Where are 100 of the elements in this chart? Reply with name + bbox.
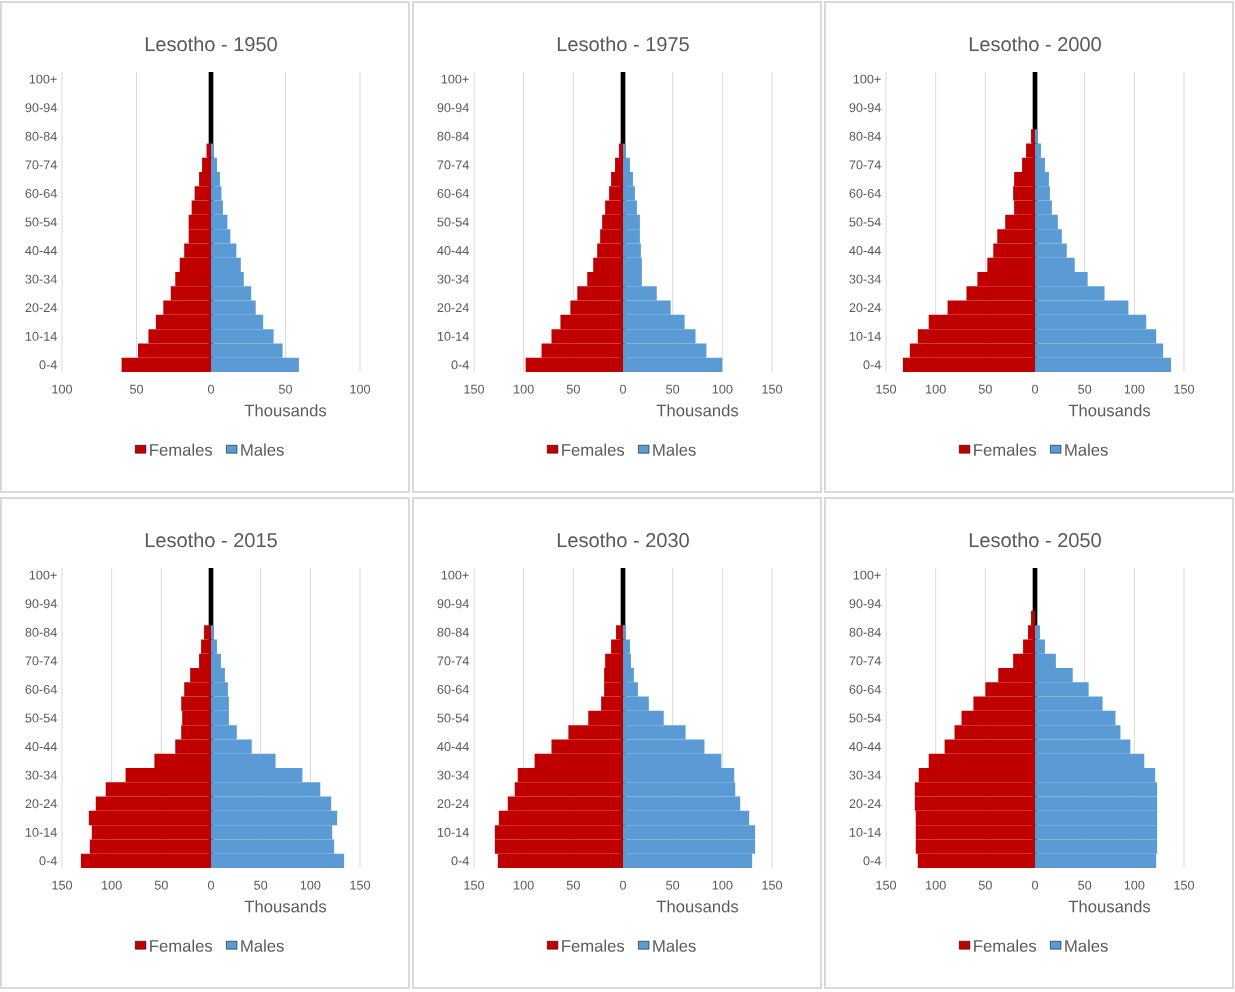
x-tick-label: 50 bbox=[1078, 384, 1092, 394]
y-tick-label: 50-54 bbox=[437, 217, 469, 227]
y-tick-label: 20-24 bbox=[25, 799, 57, 809]
y-tick-label: 40-44 bbox=[437, 246, 469, 256]
y-tick-label: 0-4 bbox=[39, 856, 57, 866]
y-tick-label: 50-54 bbox=[437, 713, 469, 723]
y-tick-label: 70-74 bbox=[437, 160, 469, 170]
y-tick-label: 90-94 bbox=[437, 103, 469, 113]
y-tick-label: 30-34 bbox=[437, 274, 469, 284]
y-tick-label: 70-74 bbox=[25, 160, 57, 170]
y-tick-label: 60-64 bbox=[437, 188, 469, 198]
x-axis-title: Thousands bbox=[656, 404, 739, 417]
chart-title: Lesotho - 1975 bbox=[557, 36, 689, 52]
x-tick-label: 50 bbox=[666, 384, 680, 394]
y-tick-label: 50-54 bbox=[849, 217, 881, 227]
x-tick-label: 100 bbox=[350, 384, 371, 394]
y-tick-label: 40-44 bbox=[25, 742, 57, 752]
x-tick-label: 100 bbox=[926, 384, 946, 394]
y-tick-label: 80-84 bbox=[437, 627, 469, 637]
chart-title: Lesotho - 2015 bbox=[145, 532, 277, 548]
chart-title: Lesotho - 2050 bbox=[969, 532, 1101, 548]
legend-label: Females bbox=[150, 939, 213, 952]
y-tick-label: 60-64 bbox=[437, 684, 469, 694]
x-tick-label: 50 bbox=[278, 384, 293, 394]
x-tick-label: 50 bbox=[978, 384, 992, 394]
y-tick-label: 30-34 bbox=[437, 770, 469, 780]
x-tick-label: 50 bbox=[154, 880, 168, 890]
y-tick-label: 100+ bbox=[441, 74, 469, 84]
y-tick-label: 40-44 bbox=[25, 246, 57, 256]
y-tick-label: 80-84 bbox=[25, 131, 57, 141]
x-tick-label: 100 bbox=[52, 384, 73, 394]
y-tick-label: 10-14 bbox=[25, 331, 57, 341]
x-axis-title: Thousands bbox=[244, 404, 327, 417]
y-tick-label: 30-34 bbox=[25, 770, 57, 780]
y-tick-label: 80-84 bbox=[849, 131, 881, 141]
x-tick-label: 100 bbox=[514, 880, 534, 890]
y-tick-label: 70-74 bbox=[437, 656, 469, 666]
legend-label: Females bbox=[562, 939, 625, 952]
x-tick-label: 150 bbox=[1174, 880, 1195, 890]
y-tick-label: 70-74 bbox=[25, 656, 57, 666]
y-tick-label: 10-14 bbox=[25, 827, 57, 837]
y-tick-label: 20-24 bbox=[849, 303, 881, 313]
x-tick-label: 50 bbox=[254, 880, 268, 890]
y-tick-label: 0-4 bbox=[451, 856, 469, 866]
x-tick-label: 0 bbox=[1031, 384, 1039, 394]
y-tick-label: 30-34 bbox=[849, 274, 881, 284]
y-tick-label: 40-44 bbox=[849, 742, 881, 752]
chart-title: Lesotho - 1950 bbox=[145, 36, 277, 52]
x-tick-label: 0 bbox=[207, 384, 215, 394]
x-tick-label: 0 bbox=[619, 384, 627, 394]
x-tick-label: 150 bbox=[762, 384, 783, 394]
x-tick-label: 0 bbox=[1031, 880, 1039, 890]
legend-label: Males bbox=[653, 939, 696, 952]
y-tick-label: 80-84 bbox=[849, 627, 881, 637]
y-tick-label: 90-94 bbox=[849, 599, 881, 609]
x-tick-label: 150 bbox=[464, 880, 485, 890]
y-tick-label: 0-4 bbox=[451, 360, 469, 370]
legend-label: Males bbox=[241, 939, 284, 952]
x-axis-title: Thousands bbox=[1068, 900, 1151, 913]
chart-title: Lesotho - 2000 bbox=[969, 36, 1101, 52]
y-tick-label: 50-54 bbox=[25, 713, 57, 723]
y-tick-label: 60-64 bbox=[25, 684, 57, 694]
y-tick-label: 90-94 bbox=[25, 599, 57, 609]
y-tick-label: 0-4 bbox=[39, 360, 57, 370]
y-tick-label: 60-64 bbox=[849, 684, 881, 694]
x-tick-label: 150 bbox=[464, 384, 485, 394]
x-tick-label: 100 bbox=[712, 880, 733, 890]
x-axis-title: Thousands bbox=[656, 900, 739, 913]
y-tick-label: 40-44 bbox=[437, 742, 469, 752]
y-tick-label: 80-84 bbox=[25, 627, 57, 637]
y-tick-label: 100+ bbox=[853, 74, 881, 84]
y-tick-label: 90-94 bbox=[437, 599, 469, 609]
y-tick-label: 100+ bbox=[441, 570, 469, 580]
y-tick-label: 0-4 bbox=[863, 856, 881, 866]
legend-label: Females bbox=[974, 939, 1037, 952]
x-tick-label: 150 bbox=[762, 880, 783, 890]
x-tick-label: 150 bbox=[52, 880, 73, 890]
y-tick-label: 30-34 bbox=[25, 274, 57, 284]
x-tick-label: 50 bbox=[666, 880, 680, 890]
y-tick-label: 50-54 bbox=[25, 217, 57, 227]
y-tick-label: 30-34 bbox=[849, 770, 881, 780]
y-tick-label: 10-14 bbox=[849, 827, 881, 837]
x-tick-label: 50 bbox=[566, 880, 580, 890]
y-tick-label: 0-4 bbox=[863, 360, 881, 370]
y-tick-label: 40-44 bbox=[849, 246, 881, 256]
x-tick-label: 100 bbox=[514, 384, 534, 394]
y-tick-label: 60-64 bbox=[849, 188, 881, 198]
x-tick-label: 50 bbox=[566, 384, 580, 394]
y-tick-label: 70-74 bbox=[849, 656, 881, 666]
y-tick-label: 100+ bbox=[853, 570, 881, 580]
y-tick-label: 100+ bbox=[29, 570, 57, 580]
x-axis-title: Thousands bbox=[244, 900, 327, 913]
y-tick-label: 20-24 bbox=[849, 799, 881, 809]
y-tick-label: 10-14 bbox=[849, 331, 881, 341]
x-tick-label: 50 bbox=[978, 880, 992, 890]
y-tick-label: 20-24 bbox=[437, 799, 469, 809]
y-tick-label: 100+ bbox=[29, 74, 57, 84]
legend-label: Females bbox=[974, 443, 1037, 456]
x-tick-label: 100 bbox=[712, 384, 733, 394]
x-axis-title: Thousands bbox=[1068, 404, 1151, 417]
